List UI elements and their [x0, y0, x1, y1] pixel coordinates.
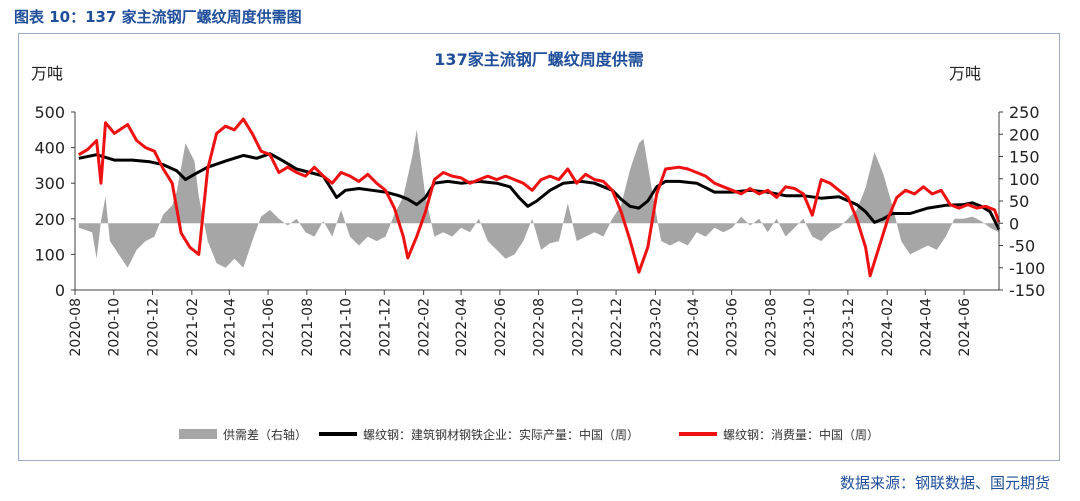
x-axis-tick-label: 2020-08: [68, 298, 84, 357]
x-axis-tick-label: 2022-02: [417, 298, 433, 357]
right-axis-tick-label: -150: [1009, 281, 1045, 300]
x-axis-tick-label: 2024-06: [957, 298, 973, 357]
data-source: 数据来源：钢联数据、国元期货: [839, 474, 1050, 492]
x-axis-tick-label: 2021-02: [185, 298, 201, 357]
left-axis-tick-label: 0: [55, 281, 65, 300]
x-axis-tick-label: 2022-08: [532, 298, 548, 357]
x-axis-tick-label: 2022-06: [493, 298, 509, 357]
right-axis-tick-label: 150: [1009, 148, 1040, 167]
left-axis-tick-label: 200: [34, 210, 65, 229]
legend-item: 螺纹钢：建筑钢材钢铁企业：实际产量：中国（周）: [319, 427, 639, 442]
x-axis-tick-label: 2021-12: [377, 298, 393, 357]
legend-item: 螺纹钢：消费量：中国（周）: [679, 427, 879, 442]
legend-label: 供需差（右轴）: [223, 427, 307, 442]
right-axis-unit: 万吨: [949, 64, 981, 83]
left-axis-unit: 万吨: [31, 64, 63, 83]
chart-frame: 137家主流钢厂螺纹周度供需 万吨 万吨 0 100 200 300 400 500 -15…: [18, 33, 1060, 461]
x-axis-tick-label: 2021-10: [339, 298, 355, 357]
legend-label: 螺纹钢：消费量：中国（周）: [723, 427, 879, 442]
plot-area: 0 100 200 300 400 500 -150 -100 -50 0 50 100 150 200 2…: [34, 103, 1045, 357]
chart-title: 137家主流钢厂螺纹周度供需: [434, 50, 643, 69]
x-axis-tick-label: 2023-08: [763, 298, 779, 357]
x-axis-tick-label: 2022-12: [609, 298, 625, 357]
figure-title: 图表 10：137 家主流钢厂螺纹周度供需图: [14, 8, 302, 26]
legend: 供需差（右轴） 螺纹钢：建筑钢材钢铁企业：实际产量：中国（周） 螺纹钢：消费量：中国…: [179, 427, 879, 442]
x-axis-tick-label: 2023-02: [648, 298, 664, 357]
right-axis-tick-label: 200: [1009, 125, 1040, 144]
x-axis-tick-label: 2020-12: [145, 298, 161, 357]
x-axis-tick-label: 2024-02: [880, 298, 896, 357]
right-axis-tick-label: -100: [1009, 259, 1045, 278]
x-axis-tick-label: 2022-10: [570, 298, 586, 357]
x-axis-tick-label: 2023-12: [841, 298, 857, 357]
x-axis-tick-label: 2021-08: [300, 298, 316, 357]
right-axis-tick-label: -50: [1009, 237, 1035, 256]
x-axis-tick-label: 2024-04: [918, 298, 934, 357]
right-axis-tick-label: 250: [1009, 103, 1040, 122]
right-axis-tick-label: 50: [1009, 192, 1029, 211]
right-axis-tick-label: 0: [1009, 214, 1019, 233]
legend-label: 螺纹钢：建筑钢材钢铁企业：实际产量：中国（周）: [363, 427, 639, 442]
left-axis-tick-label: 400: [34, 139, 65, 158]
right-axis-tick-label: 100: [1009, 170, 1040, 189]
x-axis-tick-label: 2020-10: [107, 298, 123, 357]
series-consumption-line: [78, 117, 1001, 278]
legend-item: 供需差（右轴）: [179, 427, 307, 442]
supply-demand-chart: 137家主流钢厂螺纹周度供需 万吨 万吨 0100200300400500-15…: [31, 50, 1045, 442]
left-axis-tick-label: 500: [34, 103, 65, 122]
series-gap-area: [78, 129, 1000, 268]
x-axis-tick-label: 2021-06: [261, 298, 277, 357]
x-axis-tick-label: 2023-06: [725, 298, 741, 357]
x-axis-tick-label: 2022-04: [454, 298, 470, 357]
series-consumption-line-group: [78, 117, 1001, 278]
x-axis-tick-label: 2023-10: [802, 298, 818, 357]
left-axis-tick-label: 300: [34, 174, 65, 193]
x-axis-tick-label: 2021-04: [222, 298, 238, 357]
x-axis-tick-label: 2023-04: [686, 298, 702, 357]
left-axis-tick-label: 100: [34, 245, 65, 264]
legend-swatch-gap: [179, 429, 217, 439]
